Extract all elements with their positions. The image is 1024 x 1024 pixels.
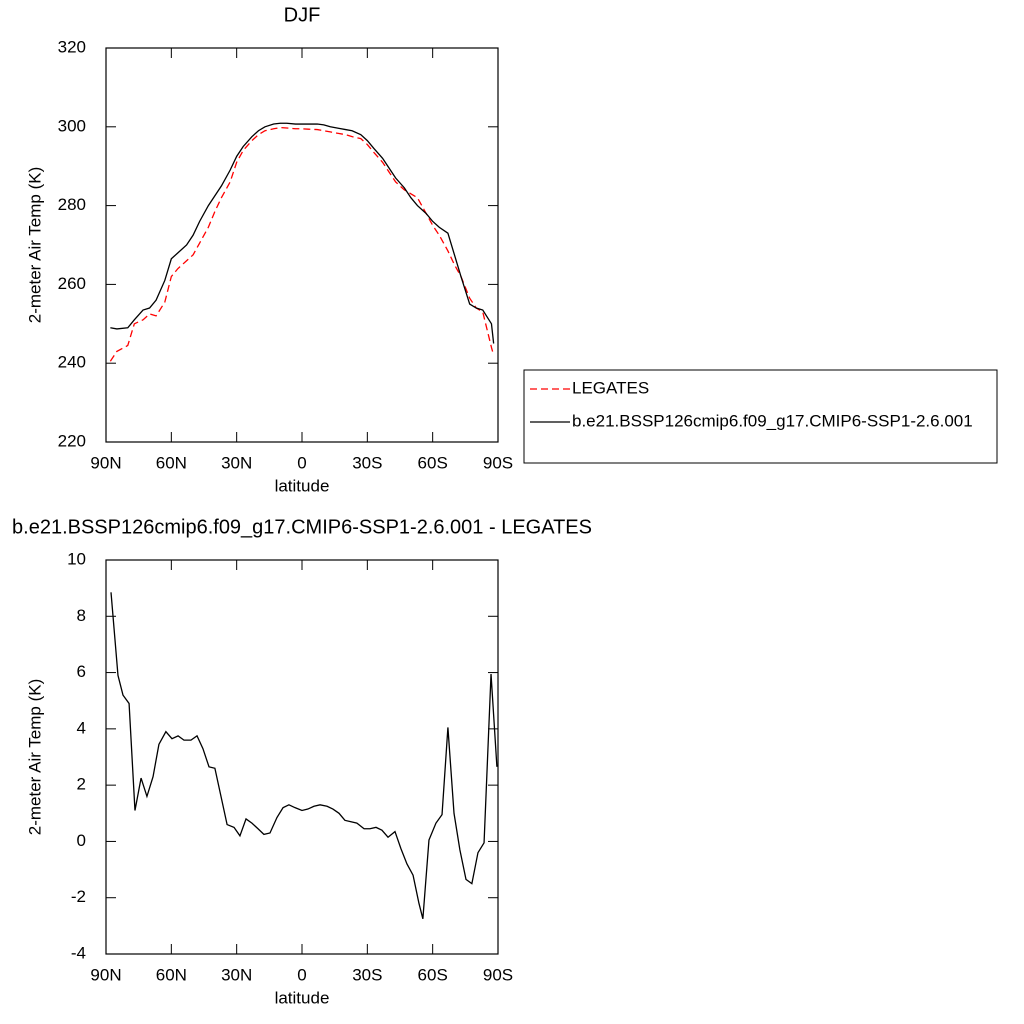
x-tick-label: 30N — [221, 965, 252, 984]
x-tick-label: 90S — [483, 965, 513, 984]
legend-label: b.e21.BSSP126cmip6.f09_g17.CMIP6-SSP1-2.… — [572, 411, 973, 430]
x-tick-label: 60N — [156, 965, 187, 984]
plot-frame — [105, 47, 499, 443]
x-tick-label: 0 — [297, 453, 306, 472]
y-tick-label: 320 — [58, 37, 86, 56]
y-tick-label: 240 — [58, 353, 86, 372]
y-tick-label: 6 — [77, 662, 86, 681]
legend-label: LEGATES — [572, 378, 649, 397]
y-tick-label: -4 — [71, 943, 86, 962]
y-tick-label: 4 — [77, 718, 86, 737]
y-tick-label: 280 — [58, 195, 86, 214]
x-tick-label: 90N — [90, 965, 121, 984]
data-line — [110, 122, 495, 344]
y-axis-title: 2-meter Air Temp (K) — [25, 679, 44, 836]
y-tick-label: 220 — [58, 431, 86, 450]
x-tick-label: 90S — [483, 453, 513, 472]
y-axis-title: 2-meter Air Temp (K) — [25, 167, 44, 324]
x-tick-label: 60S — [418, 965, 448, 984]
data-line — [110, 592, 498, 919]
chart-title: b.e21.BSSP126cmip6.f09_g17.CMIP6-SSP1-2.… — [12, 516, 592, 538]
x-tick-label: 90N — [90, 453, 121, 472]
x-axis-title: latitude — [275, 988, 330, 1007]
x-tick-label: 0 — [297, 965, 306, 984]
plot-frame — [105, 559, 499, 955]
x-tick-label: 60N — [156, 453, 187, 472]
y-tick-label: -2 — [71, 887, 86, 906]
y-tick-label: 10 — [67, 549, 86, 568]
data-line — [109, 126, 495, 362]
legend-box — [523, 369, 998, 464]
chart-title: DJF — [284, 4, 321, 26]
x-tick-label: 60S — [418, 453, 448, 472]
y-tick-label: 2 — [77, 775, 86, 794]
y-tick-label: 260 — [58, 274, 86, 293]
x-axis-title: latitude — [275, 476, 330, 495]
y-tick-label: 300 — [58, 116, 86, 135]
y-tick-label: 8 — [77, 606, 86, 625]
y-tick-label: 0 — [77, 831, 86, 850]
x-tick-label: 30S — [352, 965, 382, 984]
x-tick-label: 30N — [221, 453, 252, 472]
x-tick-label: 30S — [352, 453, 382, 472]
